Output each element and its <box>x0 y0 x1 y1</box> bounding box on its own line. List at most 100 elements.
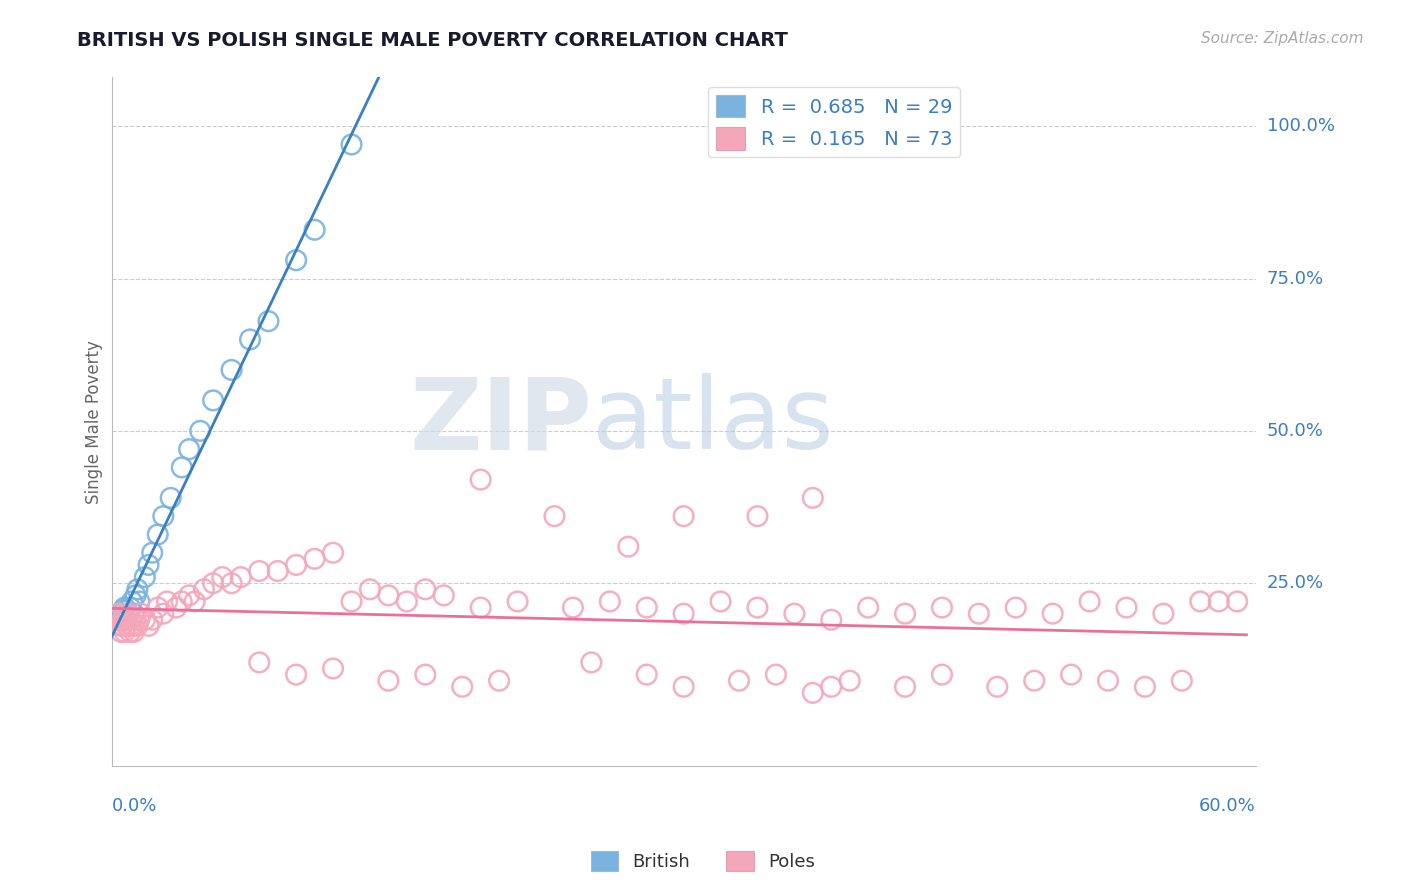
Point <box>1115 600 1137 615</box>
Point <box>451 680 474 694</box>
Point <box>221 363 243 377</box>
Point <box>202 576 225 591</box>
Point <box>257 314 280 328</box>
Point <box>285 253 308 268</box>
Point <box>129 607 152 621</box>
Point <box>285 667 308 681</box>
Point <box>636 600 658 615</box>
Point <box>152 509 174 524</box>
Point <box>183 594 205 608</box>
Point <box>110 619 132 633</box>
Point <box>179 442 201 457</box>
Text: 50.0%: 50.0% <box>1267 422 1323 440</box>
Point <box>415 582 437 597</box>
Point <box>124 588 146 602</box>
Point <box>110 624 132 639</box>
Point <box>108 609 131 624</box>
Text: 25.0%: 25.0% <box>1267 574 1324 592</box>
Point <box>124 613 146 627</box>
Point <box>1133 680 1156 694</box>
Point <box>894 607 917 621</box>
Point <box>114 624 136 639</box>
Point <box>322 546 344 560</box>
Point <box>156 594 179 608</box>
Point <box>122 619 145 633</box>
Point <box>672 607 695 621</box>
Point <box>108 607 131 621</box>
Point <box>1152 607 1174 621</box>
Text: 60.0%: 60.0% <box>1199 797 1256 814</box>
Point <box>141 613 163 627</box>
Text: 100.0%: 100.0% <box>1267 117 1334 136</box>
Point <box>543 509 565 524</box>
Point <box>134 613 156 627</box>
Point <box>105 613 128 627</box>
Point <box>1078 594 1101 608</box>
Point <box>146 600 169 615</box>
Point <box>931 600 953 615</box>
Legend: British, Poles: British, Poles <box>583 844 823 879</box>
Point <box>747 509 769 524</box>
Point <box>111 604 134 618</box>
Point <box>141 546 163 560</box>
Point <box>117 607 139 621</box>
Point <box>120 619 142 633</box>
Point <box>894 680 917 694</box>
Point <box>672 509 695 524</box>
Point <box>115 619 138 633</box>
Point <box>239 333 262 347</box>
Point <box>838 673 860 688</box>
Point <box>747 600 769 615</box>
Point <box>211 570 233 584</box>
Point <box>138 619 160 633</box>
Point <box>1171 673 1194 688</box>
Point <box>801 686 824 700</box>
Point <box>267 564 290 578</box>
Point <box>728 673 751 688</box>
Point <box>122 607 145 621</box>
Point <box>134 570 156 584</box>
Point <box>581 656 603 670</box>
Point <box>138 558 160 572</box>
Point <box>561 600 583 615</box>
Point <box>709 594 731 608</box>
Point <box>114 607 136 621</box>
Point <box>783 607 806 621</box>
Point <box>801 491 824 505</box>
Point <box>304 551 326 566</box>
Point <box>470 600 492 615</box>
Point <box>1004 600 1026 615</box>
Point <box>247 656 270 670</box>
Point <box>1097 673 1119 688</box>
Point <box>820 613 842 627</box>
Point <box>856 600 879 615</box>
Point <box>170 460 193 475</box>
Point <box>122 624 145 639</box>
Text: 0.0%: 0.0% <box>111 797 157 814</box>
Text: Source: ZipAtlas.com: Source: ZipAtlas.com <box>1201 31 1364 46</box>
Point <box>1042 607 1064 621</box>
Legend: R =  0.685   N = 29, R =  0.165   N = 73: R = 0.685 N = 29, R = 0.165 N = 73 <box>709 87 960 157</box>
Point <box>110 607 132 621</box>
Point <box>117 607 139 621</box>
Point <box>931 667 953 681</box>
Point <box>765 667 787 681</box>
Point <box>967 607 990 621</box>
Point <box>159 491 181 505</box>
Text: ZIP: ZIP <box>409 373 592 470</box>
Point <box>152 607 174 621</box>
Point <box>1226 594 1249 608</box>
Point <box>285 558 308 572</box>
Point <box>377 673 399 688</box>
Point <box>340 594 363 608</box>
Point <box>170 594 193 608</box>
Point <box>179 588 201 602</box>
Point <box>1024 673 1046 688</box>
Point <box>127 619 149 633</box>
Point <box>188 424 211 438</box>
Point <box>202 393 225 408</box>
Point <box>115 613 138 627</box>
Point <box>128 613 150 627</box>
Point <box>506 594 529 608</box>
Point <box>415 667 437 681</box>
